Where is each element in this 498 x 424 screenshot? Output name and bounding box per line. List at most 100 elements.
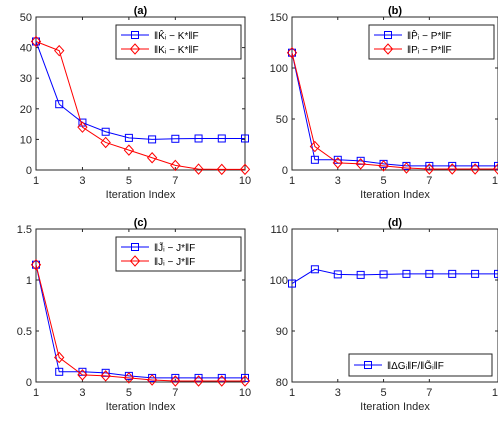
data-point [124,133,133,142]
y-tick-label: 150 [270,12,288,24]
x-tick-label: 5 [380,387,386,399]
x-tick-label: 1 [289,175,295,187]
data-point [494,161,498,170]
legend-marker [131,243,139,251]
data-point [402,269,411,278]
x-tick-label: 10 [239,175,251,187]
data-point [494,269,498,278]
y-tick-label: 40 [20,43,32,55]
x-axis-label: Iteration Index [360,189,430,201]
data-point [310,155,319,164]
x-tick-label: 1 [33,175,39,187]
x-tick-label: 3 [335,387,341,399]
x-tick-label: 5 [380,175,386,187]
x-tick-label: 10 [239,387,251,399]
legend: ‖P̂ᵢ − P*‖F ‖Pᵢ − P*‖F [368,24,495,60]
chart-title: (b) [388,5,402,17]
legend-marker [364,361,372,369]
data-point [239,163,251,176]
y-tick-label: 1.5 [17,224,32,236]
data-point [170,375,181,387]
x-tick-label: 7 [172,387,178,399]
series [286,46,498,175]
data-point [193,163,204,175]
data-point [54,44,65,57]
data-point [30,258,42,271]
data-point [55,100,64,109]
y-tick-label: 0 [26,165,32,177]
data-point [216,163,227,176]
data-point [378,160,389,172]
legend-box [348,353,493,377]
x-tick-label: 1 [33,387,39,399]
data-point [241,134,249,143]
legend-box [115,24,242,60]
x-tick-label: 7 [426,175,432,187]
data-point [239,375,251,387]
x-axis-label: Iteration Index [106,401,176,413]
data-point [288,279,296,288]
data-point [194,134,203,143]
legend-label: ‖J̃ᵢ − J*‖F [154,241,195,254]
data-point [332,157,343,169]
y-tick-label: 0 [26,377,32,389]
series-line [291,52,498,170]
data-point [123,144,135,156]
data-point [355,158,366,170]
legend-marker [129,43,141,55]
data-point [101,127,110,136]
data-point [77,121,88,133]
legend-marker [129,255,141,267]
data-point [310,265,319,274]
data-point [424,163,435,175]
data-point [216,375,227,387]
data-point [171,134,180,143]
data-point [356,270,365,279]
y-tick-label: 90 [276,326,288,338]
legend: ‖J̃ᵢ − J*‖F ‖Jᵢ − J*‖F [115,236,242,272]
legend-marker [382,43,394,55]
data-point [170,159,181,172]
data-point [288,48,296,57]
y-tick-label: 30 [20,73,32,85]
y-tick-label: 100 [270,275,288,287]
data-point [448,269,457,278]
legend-label: ‖Pᵢ − P*‖F [407,45,452,56]
chart-panel: 0 0.5 1 1.5 1 3 5 7 10 (c) Iteration Index ‖J̃ᵢ − J… [17,217,251,413]
data-point [425,269,434,278]
data-point [309,140,321,153]
data-point [100,370,111,382]
data-point [379,270,388,279]
data-point [401,162,412,174]
data-point [30,35,42,48]
series-line [291,268,498,284]
legend-label: ‖Jᵢ − J*‖F [154,257,195,268]
x-tick-label: 7 [172,175,178,187]
data-point [447,163,458,175]
data-point [146,152,158,164]
data-point [492,163,498,175]
series [30,258,251,387]
chart-title: (d) [388,217,402,229]
data-point [193,375,204,387]
data-point [146,374,158,386]
series-line [35,264,245,379]
x-axis-label: Iteration Index [360,401,430,413]
chart-panel: 80 90 100 110 1 3 5 7 10 (d) Iteration Index ‖ΔGᵢ‖F… [270,217,498,413]
legend-marker [384,31,392,39]
y-tick-label: 110 [270,224,288,236]
data-point [123,372,135,384]
y-tick-label: 20 [20,104,32,116]
legend: ‖K̂ᵢ − K*‖F ‖Kᵢ − K*‖F [115,24,242,60]
x-tick-label: 3 [79,387,85,399]
y-tick-label: 80 [276,377,288,389]
y-tick-label: 1 [26,275,32,287]
x-tick-label: 10 [492,387,498,399]
series-line [35,41,245,170]
data-point [333,270,342,279]
data-point [32,37,40,46]
x-tick-label: 10 [492,175,498,187]
x-tick-label: 3 [79,175,85,187]
data-point [77,369,88,381]
